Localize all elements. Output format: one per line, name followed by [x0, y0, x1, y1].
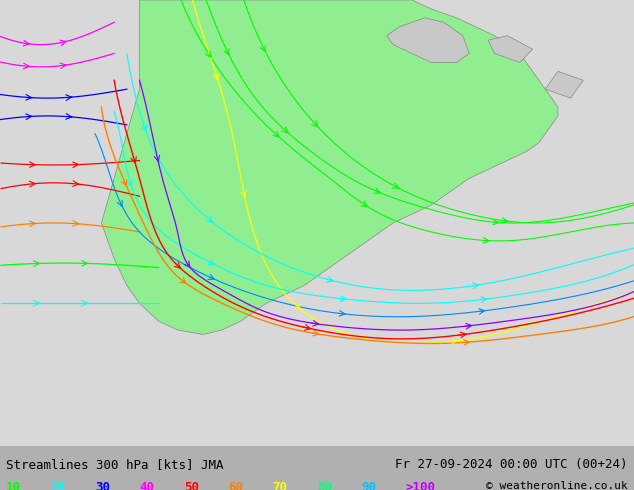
Text: 20: 20 — [51, 481, 66, 490]
Text: >100: >100 — [406, 481, 436, 490]
Text: 80: 80 — [317, 481, 332, 490]
Text: 60: 60 — [228, 481, 243, 490]
Text: Fr 27-09-2024 00:00 UTC (00+24): Fr 27-09-2024 00:00 UTC (00+24) — [395, 458, 628, 471]
Text: 30: 30 — [95, 481, 110, 490]
Text: 50: 50 — [184, 481, 199, 490]
Polygon shape — [545, 72, 583, 98]
Text: © weatheronline.co.uk: © weatheronline.co.uk — [486, 481, 628, 490]
Polygon shape — [101, 0, 558, 334]
Text: 40: 40 — [139, 481, 155, 490]
Polygon shape — [0, 0, 634, 446]
Text: 90: 90 — [361, 481, 377, 490]
Polygon shape — [488, 36, 533, 62]
Text: Streamlines 300 hPa [kts] JMA: Streamlines 300 hPa [kts] JMA — [6, 458, 224, 471]
Polygon shape — [387, 18, 469, 62]
Text: 70: 70 — [273, 481, 288, 490]
Text: 10: 10 — [6, 481, 22, 490]
